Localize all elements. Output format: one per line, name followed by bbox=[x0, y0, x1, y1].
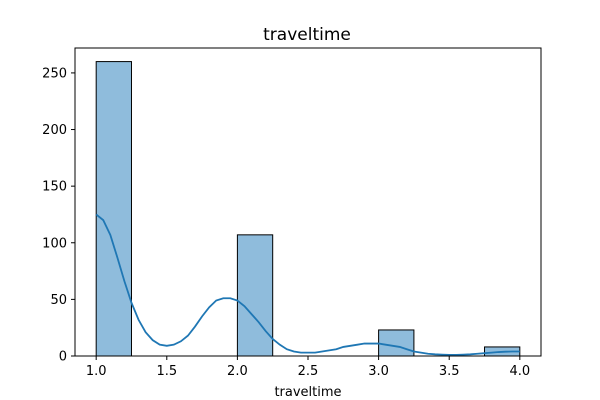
histogram-bar-4 bbox=[236, 234, 274, 357]
y-axis-ticks: 0 50 100 150 200 250 bbox=[42, 66, 75, 365]
x-tick-label-4: 3.0 bbox=[368, 364, 389, 379]
plot-frame bbox=[74, 47, 542, 357]
x-tick-label-3: 2.5 bbox=[298, 364, 319, 379]
y-tick-label-3: 150 bbox=[42, 180, 67, 195]
y-tick-label-5: 250 bbox=[42, 66, 67, 81]
x-tick-label-0: 1.0 bbox=[86, 364, 107, 379]
x-axis-label: traveltime bbox=[274, 385, 341, 400]
y-tick-label-1: 50 bbox=[50, 293, 67, 308]
histogram-bar-0 bbox=[95, 61, 132, 357]
chart-title: traveltime bbox=[263, 25, 351, 45]
y-tick-label-0: 0 bbox=[59, 350, 67, 365]
y-tick-label-2: 100 bbox=[42, 236, 67, 251]
kde-curve bbox=[95, 213, 520, 356]
x-tick-label-5: 3.5 bbox=[439, 364, 460, 379]
y-tick-label-4: 200 bbox=[42, 123, 67, 138]
x-tick-label-1: 1.5 bbox=[156, 364, 177, 379]
x-axis-ticks: 1.0 1.5 2.0 2.5 3.0 3.5 4.0 bbox=[86, 356, 530, 379]
bars-group bbox=[95, 61, 521, 357]
histogram-bar-8 bbox=[378, 329, 415, 357]
x-tick-label-6: 4.0 bbox=[509, 364, 530, 379]
x-tick-label-2: 2.0 bbox=[227, 364, 248, 379]
